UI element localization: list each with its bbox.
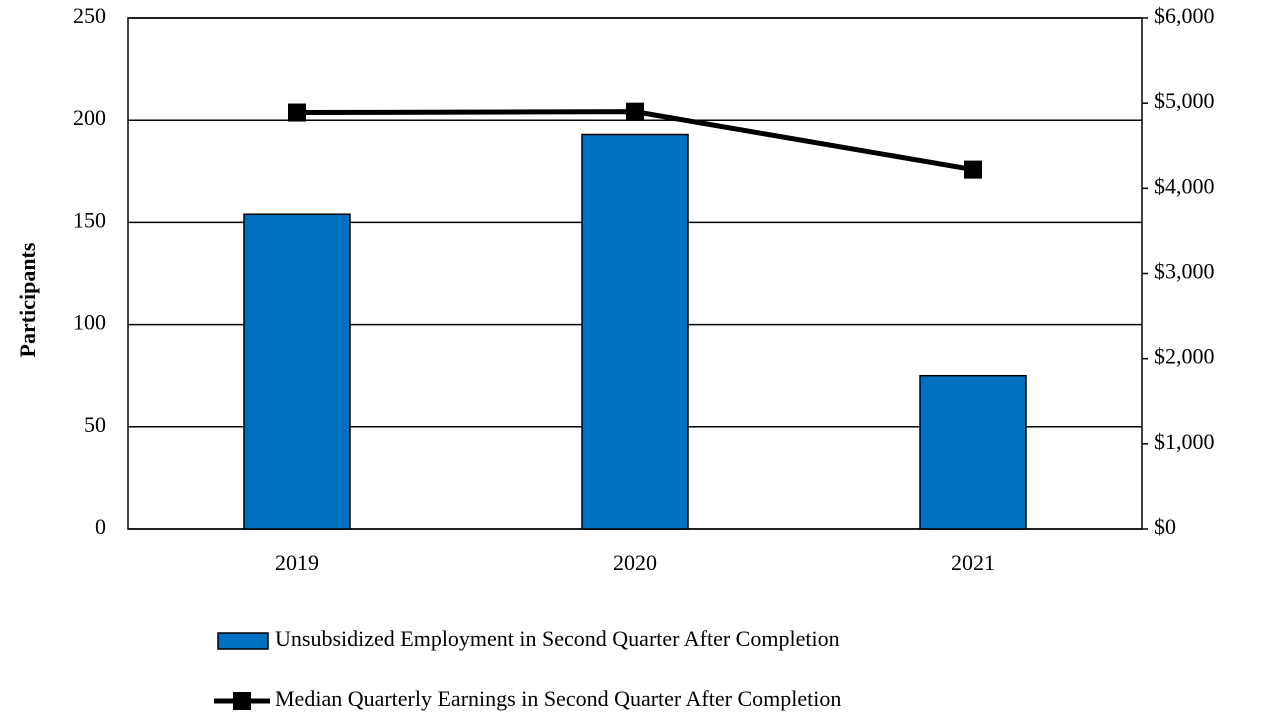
legend-label: Median Quarterly Earnings in Second Quar…: [275, 686, 841, 711]
y-tick-label: 100: [73, 310, 106, 335]
y-tick-label: 50: [84, 412, 106, 437]
y2-tick-label: $5,000: [1154, 88, 1215, 113]
marker: [626, 102, 644, 121]
x-tick-label: 2020: [613, 550, 657, 575]
bar: [243, 213, 351, 530]
y2-tick-label: $3,000: [1154, 259, 1215, 284]
y2-tick-label: $2,000: [1154, 344, 1215, 369]
legend-label: Unsubsidized Employment in Second Quarte…: [275, 626, 840, 651]
x-tick-label: 2019: [275, 550, 319, 575]
x-tick-label: 2021: [951, 550, 995, 575]
y-tick-label: 200: [73, 105, 106, 130]
legend-marker: [233, 692, 251, 710]
legend-swatch: [217, 632, 269, 650]
y2-tick-label: $4,000: [1154, 173, 1215, 198]
bar: [581, 133, 689, 530]
marker: [964, 160, 982, 179]
bar: [919, 374, 1027, 530]
y2-tick-label: $1,000: [1154, 429, 1215, 454]
y-tick-label: 250: [73, 3, 106, 28]
y2-tick-label: $6,000: [1154, 3, 1215, 28]
y-axis-label: Participants: [15, 242, 40, 357]
y2-tick-label: $0: [1154, 514, 1176, 539]
marker: [288, 103, 306, 122]
y-tick-label: 150: [73, 207, 106, 232]
y-tick-label: 0: [95, 514, 106, 539]
